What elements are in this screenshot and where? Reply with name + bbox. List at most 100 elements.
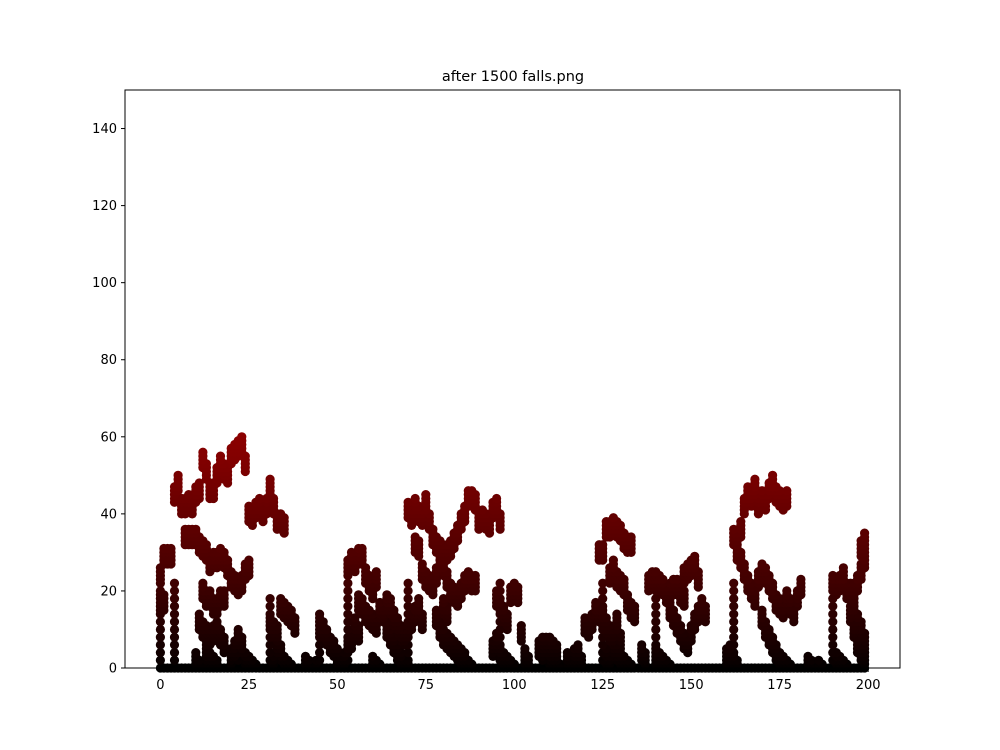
chart-title: after 1500 falls.png	[442, 69, 584, 85]
data-point	[757, 605, 767, 615]
data-point	[651, 632, 661, 642]
data-point	[562, 648, 573, 658]
data-point	[729, 632, 739, 642]
data-point	[757, 559, 767, 569]
data-point	[155, 617, 165, 627]
data-point	[155, 624, 165, 635]
data-point	[169, 586, 180, 596]
data-point	[598, 540, 608, 550]
data-point	[736, 517, 746, 527]
data-point	[155, 655, 165, 665]
data-point	[382, 590, 392, 600]
data-point	[598, 586, 608, 596]
data-point	[371, 567, 381, 577]
data-point	[417, 559, 427, 569]
data-point	[343, 586, 353, 596]
x-tick-label: 175	[767, 678, 792, 693]
data-point	[254, 493, 265, 504]
data-point	[729, 594, 739, 604]
data-point	[403, 578, 413, 588]
data-point	[169, 655, 180, 665]
data-point	[212, 617, 222, 627]
data-point	[814, 655, 824, 665]
y-tick-label: 0	[109, 662, 117, 677]
data-point	[265, 474, 275, 484]
data-point	[357, 543, 367, 554]
data-point	[591, 597, 601, 608]
x-tick-label: 200	[856, 678, 881, 693]
data-point	[169, 617, 180, 627]
data-point	[598, 578, 608, 588]
data-point	[343, 601, 353, 611]
y-tick-label: 40	[100, 507, 117, 522]
data-point	[346, 547, 357, 558]
data-point	[421, 490, 431, 500]
data-point	[343, 609, 353, 619]
data-point	[169, 648, 180, 658]
data-point	[191, 524, 201, 534]
x-tick-label: 100	[502, 678, 527, 693]
data-point	[608, 555, 619, 565]
data-point	[169, 632, 180, 642]
data-point	[403, 655, 413, 665]
data-point	[750, 474, 760, 484]
data-point	[651, 609, 661, 619]
data-point	[828, 624, 838, 635]
data-point	[598, 594, 608, 604]
data-point	[198, 447, 208, 457]
data-point	[237, 432, 247, 442]
data-point	[414, 594, 424, 604]
y-tick-label: 20	[100, 584, 117, 599]
data-point	[729, 617, 739, 627]
data-point	[729, 601, 739, 611]
data-point	[169, 640, 180, 650]
data-point	[169, 624, 180, 635]
data-point	[651, 617, 661, 627]
data-point	[244, 501, 254, 511]
data-point	[729, 578, 739, 588]
data-point	[215, 543, 226, 554]
data-point	[403, 586, 413, 596]
data-point	[233, 624, 243, 635]
data-point	[431, 605, 441, 615]
data-point	[598, 640, 608, 650]
data-point	[651, 624, 661, 635]
data-point	[265, 648, 275, 658]
data-point	[538, 632, 548, 642]
data-point	[782, 486, 792, 496]
y-tick-label: 60	[100, 430, 117, 445]
data-point	[315, 609, 325, 619]
data-point	[729, 640, 739, 650]
data-point	[520, 644, 530, 654]
data-point	[495, 586, 505, 596]
y-tick-label: 100	[92, 276, 117, 291]
y-tick-label: 120	[92, 199, 117, 214]
data-point	[166, 543, 176, 554]
data-point	[375, 597, 385, 608]
data-point	[194, 609, 204, 619]
data-point	[651, 601, 661, 611]
data-point	[828, 601, 838, 611]
data-point	[169, 601, 180, 611]
data-point	[495, 578, 505, 588]
data-point	[828, 640, 838, 650]
data-point	[169, 609, 180, 619]
data-point	[477, 505, 487, 515]
data-point	[198, 578, 208, 588]
data-point	[155, 640, 165, 650]
data-point	[403, 648, 413, 658]
data-point	[194, 478, 204, 488]
data-point	[467, 486, 477, 496]
data-point	[672, 574, 682, 585]
data-point	[651, 640, 661, 650]
data-point	[803, 651, 813, 662]
data-point	[729, 609, 739, 619]
data-point	[215, 451, 226, 461]
data-point	[219, 586, 229, 596]
data-point	[265, 594, 275, 604]
data-point	[860, 528, 870, 538]
data-point	[828, 609, 838, 619]
data-point	[350, 613, 360, 623]
data-point	[828, 617, 838, 627]
